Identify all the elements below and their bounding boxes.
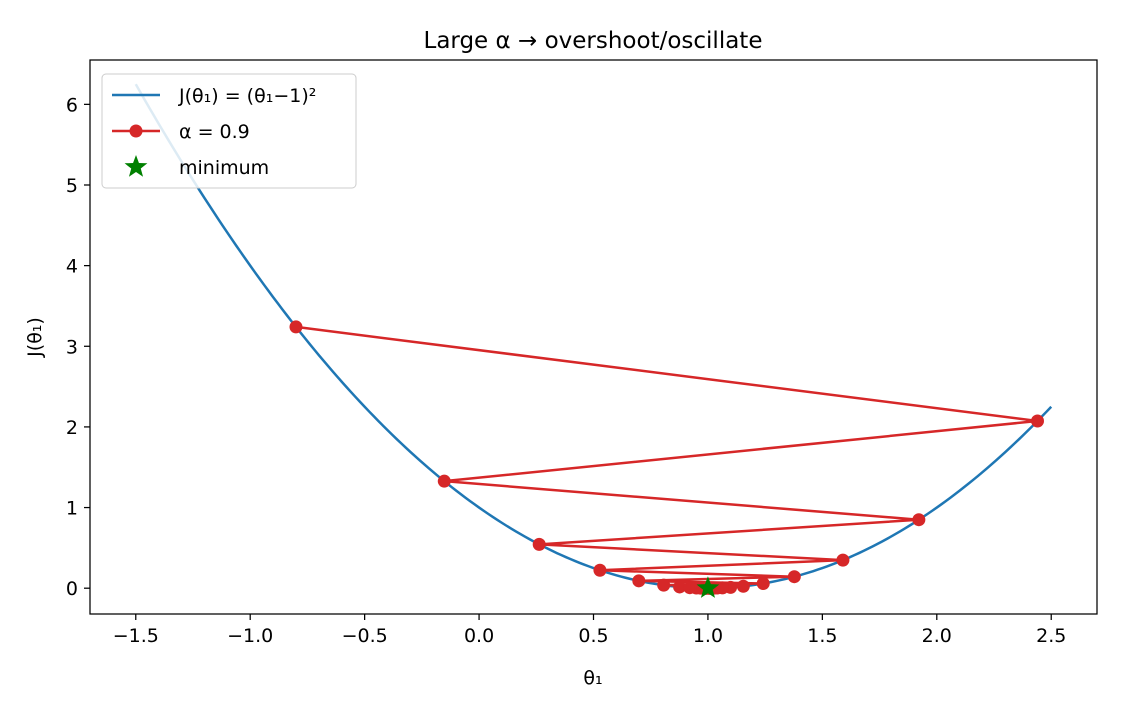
x-tick-label: −1.0 [227, 625, 273, 647]
cost-curve-line [134, 83, 1053, 590]
descent-point [912, 513, 926, 527]
y-tick-label: 6 [66, 94, 78, 116]
descent-point [632, 574, 646, 588]
legend-frame [101, 73, 357, 189]
x-tick-label: −0.5 [342, 625, 388, 647]
descent-point [289, 320, 303, 334]
y-tick-label: 5 [66, 175, 78, 197]
descent-point [593, 563, 607, 577]
x-tick-label: 2.0 [922, 625, 952, 647]
chart-title: Large α → overshoot/oscillate [424, 28, 763, 54]
y-tick-label: 1 [66, 498, 78, 520]
y-axis-label: J(θ₁) [24, 317, 46, 358]
x-axis-label: θ₁ [583, 667, 602, 689]
x-tick-label: −1.5 [113, 625, 159, 647]
y-tick-label: 3 [66, 336, 78, 358]
x-tick-label: 1.0 [693, 625, 723, 647]
descent-point [736, 579, 750, 593]
descent-point [532, 537, 546, 551]
legend-series-label: α = 0.9 [179, 121, 250, 143]
x-tick-label: 0.5 [578, 625, 608, 647]
x-tick-label: 2.5 [1036, 625, 1066, 647]
minimum-star [696, 576, 720, 598]
legend-minimum-label: minimum [179, 157, 269, 179]
legend: J(θ₁) = (θ₁−1)² α = 0.9 minimum [101, 73, 357, 189]
descent-point [437, 474, 451, 488]
descent-point [1031, 414, 1044, 428]
x-axis: −1.5 −1.0 −0.5 0.0 0.5 1.0 1.5 2.0 2.5 [113, 614, 1066, 647]
x-tick-label: 0.0 [464, 625, 494, 647]
x-tick-label: 1.5 [807, 625, 837, 647]
legend-minimum-star [124, 155, 148, 177]
descent-point [673, 580, 687, 594]
y-axis: 0 1 2 3 4 5 6 [66, 94, 90, 600]
y-tick-label: 4 [66, 256, 78, 278]
legend-curve-label: J(θ₁) = (θ₁−1)² [178, 85, 316, 107]
descent-point [836, 553, 850, 567]
descent-point [756, 576, 770, 590]
legend-series-marker [129, 124, 143, 138]
descent-point [657, 578, 671, 592]
y-tick-label: 2 [66, 417, 78, 439]
plot-area [134, 83, 1053, 598]
y-tick-label: 0 [66, 578, 78, 600]
descent-point [787, 570, 801, 584]
